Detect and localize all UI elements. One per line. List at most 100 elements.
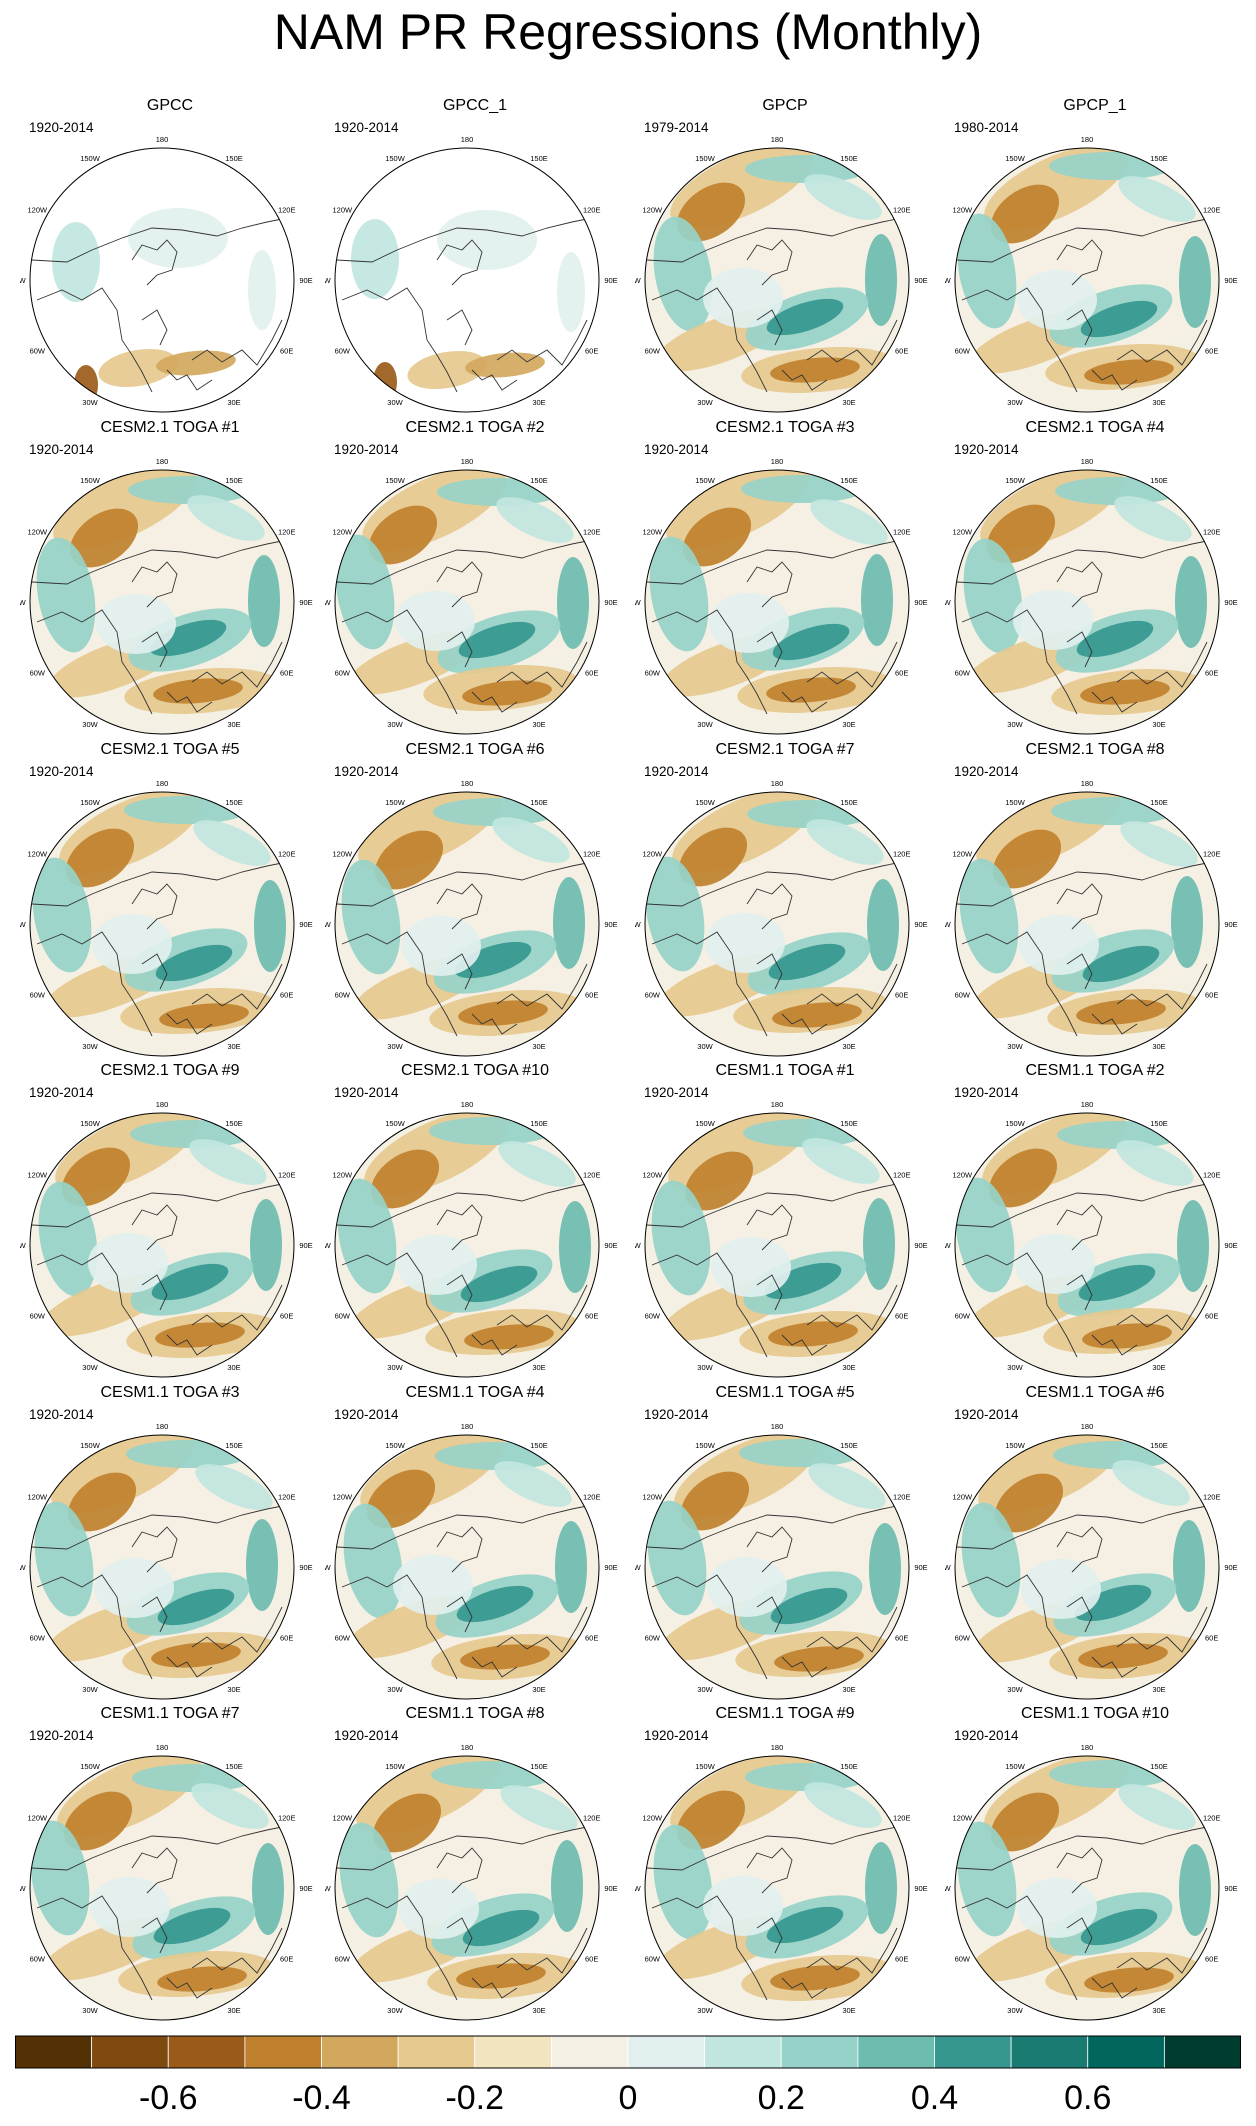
longitude-label: 30E — [227, 1363, 240, 1372]
longitude-label: 60W — [335, 347, 351, 356]
regression-pattern — [865, 234, 897, 326]
regression-pattern — [157, 1966, 247, 1992]
regression-pattern — [711, 1237, 791, 1297]
regression-pattern — [684, 1151, 754, 1211]
longitude-label: 90E — [604, 1241, 617, 1250]
regression-pattern — [992, 829, 1062, 889]
regression-pattern — [1017, 270, 1097, 330]
longitude-label: 150E — [1150, 1762, 1168, 1771]
longitude-label: 60W — [30, 347, 46, 356]
longitude-label: 150E — [1150, 798, 1168, 807]
panel-title: CESM1.1 TOGA #9 — [715, 1705, 855, 1722]
regression-pattern — [555, 1521, 587, 1613]
regression-pattern — [1078, 1643, 1168, 1669]
coastline — [806, 319, 898, 366]
coastline — [1091, 1977, 1138, 1999]
regression-pattern — [407, 350, 487, 390]
longitude-label: 150W — [385, 1119, 406, 1128]
regression-pattern — [959, 858, 1019, 974]
regression-pattern — [335, 534, 395, 650]
coastline — [166, 369, 213, 391]
longitude-label: 150E — [1150, 1441, 1168, 1450]
regression-pattern — [67, 1472, 137, 1532]
regression-pattern — [680, 1471, 750, 1531]
longitude-label: 150E — [225, 1762, 243, 1771]
longitude-label: 150W — [695, 476, 716, 485]
polar-map: 180150E120E90E60E30E030W60W90W120W150W — [20, 1100, 313, 1378]
longitude-label: 60W — [955, 1634, 971, 1643]
longitude-label: 120W — [642, 206, 663, 215]
regression-pattern — [990, 184, 1060, 244]
coastline — [191, 1606, 283, 1653]
coastline — [131, 561, 178, 608]
longitude-label: 60E — [585, 1312, 598, 1321]
coastline — [141, 631, 168, 668]
panel-title: GPCP_1 — [1063, 97, 1127, 114]
regression-pattern — [705, 913, 785, 973]
panel-period: 1980-2014 — [954, 120, 1019, 135]
regression-pattern — [1116, 1140, 1194, 1186]
longitude-label: 60W — [335, 1312, 351, 1321]
regression-pattern — [955, 1177, 1015, 1293]
coastline — [446, 631, 473, 668]
coastline — [1066, 953, 1093, 990]
coastline — [806, 1284, 898, 1331]
coastline — [1091, 1656, 1138, 1678]
panel-title: CESM2.1 TOGA #1 — [100, 419, 240, 436]
coastline — [471, 369, 518, 391]
longitude-label: 150W — [385, 798, 406, 807]
coastline — [1116, 1927, 1208, 1974]
longitude-label: 120E — [583, 1493, 601, 1502]
longitude-label: 60E — [895, 991, 908, 1000]
polar-map: 180150E120E90E60E30E030W60W90W120W150W — [635, 135, 928, 413]
coastline — [131, 239, 178, 286]
coastline — [436, 1526, 483, 1573]
coastline — [956, 1504, 1213, 1550]
coastline — [646, 1504, 903, 1550]
longitude-label: 120W — [642, 850, 663, 859]
longitude-label: 120E — [1203, 1814, 1221, 1823]
longitude-label: 120W — [952, 1493, 973, 1502]
longitude-label: 90E — [604, 276, 617, 285]
longitude-label: 30E — [842, 1363, 855, 1372]
longitude-label: 30E — [532, 1042, 545, 1051]
regression-pattern — [676, 182, 746, 242]
longitude-label: 180 — [461, 1100, 474, 1109]
longitude-label: 30W — [1007, 2006, 1023, 2015]
regression-pattern — [341, 859, 401, 975]
longitude-label: 60E — [895, 1312, 908, 1321]
longitude-label: 120E — [1203, 206, 1221, 215]
longitude-label: 120W — [642, 528, 663, 537]
longitude-label: 90E — [1224, 1563, 1237, 1572]
regression-pattern — [1173, 1520, 1205, 1612]
longitude-label: 150E — [1150, 476, 1168, 485]
regression-pattern — [861, 554, 893, 646]
longitude-label: 30E — [1152, 1042, 1165, 1051]
longitude-label: 150E — [225, 154, 243, 163]
longitude-label: 60W — [955, 669, 971, 678]
coastline — [31, 1825, 288, 1871]
longitude-label: 90W — [20, 1563, 27, 1572]
regression-pattern — [92, 914, 172, 974]
map-border — [644, 1112, 910, 1378]
regression-pattern — [465, 352, 545, 378]
longitude-label: 60W — [645, 347, 661, 356]
coastline — [471, 1334, 518, 1356]
longitude-label: 60E — [280, 1634, 293, 1643]
regression-pattern — [498, 1141, 576, 1187]
colorbar-swatch — [321, 2035, 399, 2069]
longitude-label: 90W — [20, 1884, 27, 1893]
longitude-label: 90E — [299, 276, 312, 285]
regression-pattern — [1118, 176, 1196, 222]
longitude-label: 30W — [697, 720, 713, 729]
regression-pattern — [1175, 556, 1207, 648]
longitude-label: 150E — [530, 1441, 548, 1450]
longitude-label: 90W — [945, 1241, 952, 1250]
coastline — [646, 1825, 903, 1871]
longitude-label: 90E — [299, 598, 312, 607]
regression-pattern — [770, 357, 860, 383]
coastline — [446, 1274, 473, 1311]
regression-pattern — [1120, 821, 1198, 867]
map-border — [29, 791, 295, 1057]
longitude-label: 60W — [335, 991, 351, 1000]
